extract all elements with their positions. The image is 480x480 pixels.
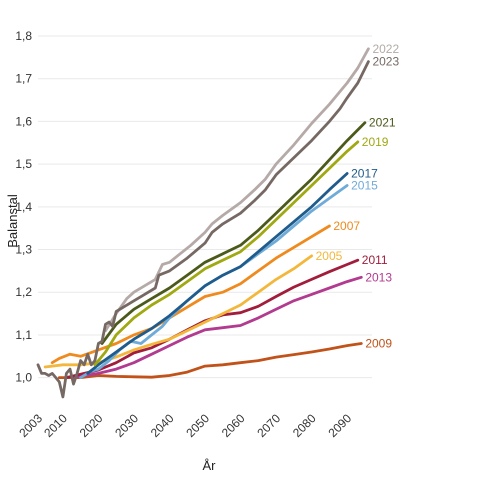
series-label-2015: 2015 [351,179,378,193]
x-tick-label: 2060 [219,411,248,440]
y-axis-title: Balanstal [5,194,20,248]
series-label-2007: 2007 [333,219,360,233]
x-tick-label: 2050 [183,411,212,440]
series-line-2013 [72,275,363,379]
y-tick-label: 1,6 [15,114,32,128]
series-label-2023: 2023 [372,55,399,69]
series-label-2013: 2013 [365,270,392,284]
series-line-2017 [86,172,349,375]
y-tick-label: 1,7 [15,72,32,86]
series-layer [36,47,370,399]
y-tick-label: 1,4 [15,200,32,214]
series-label-2009: 2009 [365,336,392,350]
series-line-2021 [100,121,367,345]
y-tick-label: 1,0 [15,371,32,385]
series-line-2022 [104,47,370,333]
y-tick-label: 1,3 [15,243,32,257]
x-tick-label: 2030 [112,411,141,440]
series-label-2005: 2005 [316,249,343,263]
series-label-2019: 2019 [362,135,389,149]
x-tick-label: 2010 [41,411,70,440]
y-tick-label: 1,1 [15,328,32,342]
series-label-2022: 2022 [372,42,399,56]
series-line-2009 [57,342,363,379]
y-tick-label: 1,8 [15,29,32,43]
series-label-2011: 2011 [362,253,388,267]
x-tick-label: 2080 [290,411,319,440]
x-tick-label: 2090 [325,411,354,440]
series-line-2019 [93,140,360,367]
series-label-2021: 2021 [369,116,396,130]
series-line-2007 [50,224,331,365]
series-label-2017: 2017 [351,167,378,181]
x-tick-label: 2040 [148,411,177,440]
series-line-2023 [36,60,370,399]
x-tick-label: 2070 [254,411,283,440]
x-axis-title: År [203,458,217,473]
x-tick-label: 2020 [77,411,106,440]
x-tick-label: 2003 [16,411,45,440]
grid-layer [38,35,372,379]
y-tick-label: 1,5 [15,157,32,171]
y-tick-label: 1,2 [15,285,32,299]
